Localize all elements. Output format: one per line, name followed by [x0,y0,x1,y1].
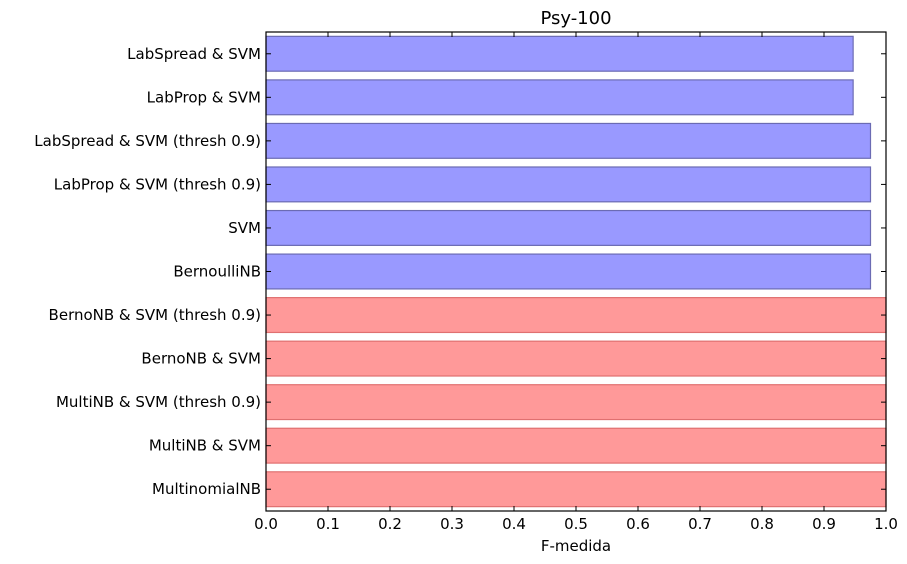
bar [265,79,854,116]
category-label: MultiNB & SVM [149,437,261,455]
x-axis-ticks: 0.0 0.1 0.2 0.3 0.4 0.5 0.6 0.7 0.8 0.9 1.0 [254,32,898,533]
category-label: LabSpread & SVM [127,45,261,63]
x-tick-label: 0.7 [688,515,712,533]
x-tick-label: 0.1 [316,515,340,533]
bar [265,209,872,246]
bars-group [265,35,887,508]
bar [265,427,887,464]
category-label: LabProp & SVM (thresh 0.9) [54,175,261,193]
x-tick-label: 0.9 [812,515,836,533]
category-label: SVM [228,219,261,237]
x-tick-label: 0.4 [502,515,526,533]
bar [265,35,854,72]
y-axis-ticks [266,53,886,490]
bar [265,122,872,159]
category-label: LabProp & SVM [147,88,261,106]
bar [265,340,887,377]
bar [265,297,887,334]
plot-frame [265,31,887,512]
category-label: BernoNB & SVM [141,350,261,368]
x-tick-label: 1.0 [874,515,898,533]
bar [265,471,887,508]
chart-title: Psy-100 [540,8,611,29]
bar [265,166,872,203]
category-label: BernoulliNB [173,263,261,281]
bar [265,384,887,421]
x-tick-label: 0.6 [626,515,650,533]
category-label: LabSpread & SVM (thresh 0.9) [34,132,261,150]
x-axis-label: F-medida [541,537,611,555]
category-label: MultinomialNB [152,480,261,498]
x-tick-label: 0.0 [254,515,278,533]
x-tick-label: 0.3 [440,515,464,533]
x-tick-label: 0.5 [564,515,588,533]
x-tick-label: 0.2 [378,515,402,533]
bar [265,253,872,290]
category-label: MultiNB & SVM (thresh 0.9) [56,393,261,411]
x-tick-label: 0.8 [750,515,774,533]
category-labels: LabSpread & SVM LabProp & SVM LabSpread & … [34,45,261,498]
category-label: BernoNB & SVM (thresh 0.9) [49,306,261,324]
